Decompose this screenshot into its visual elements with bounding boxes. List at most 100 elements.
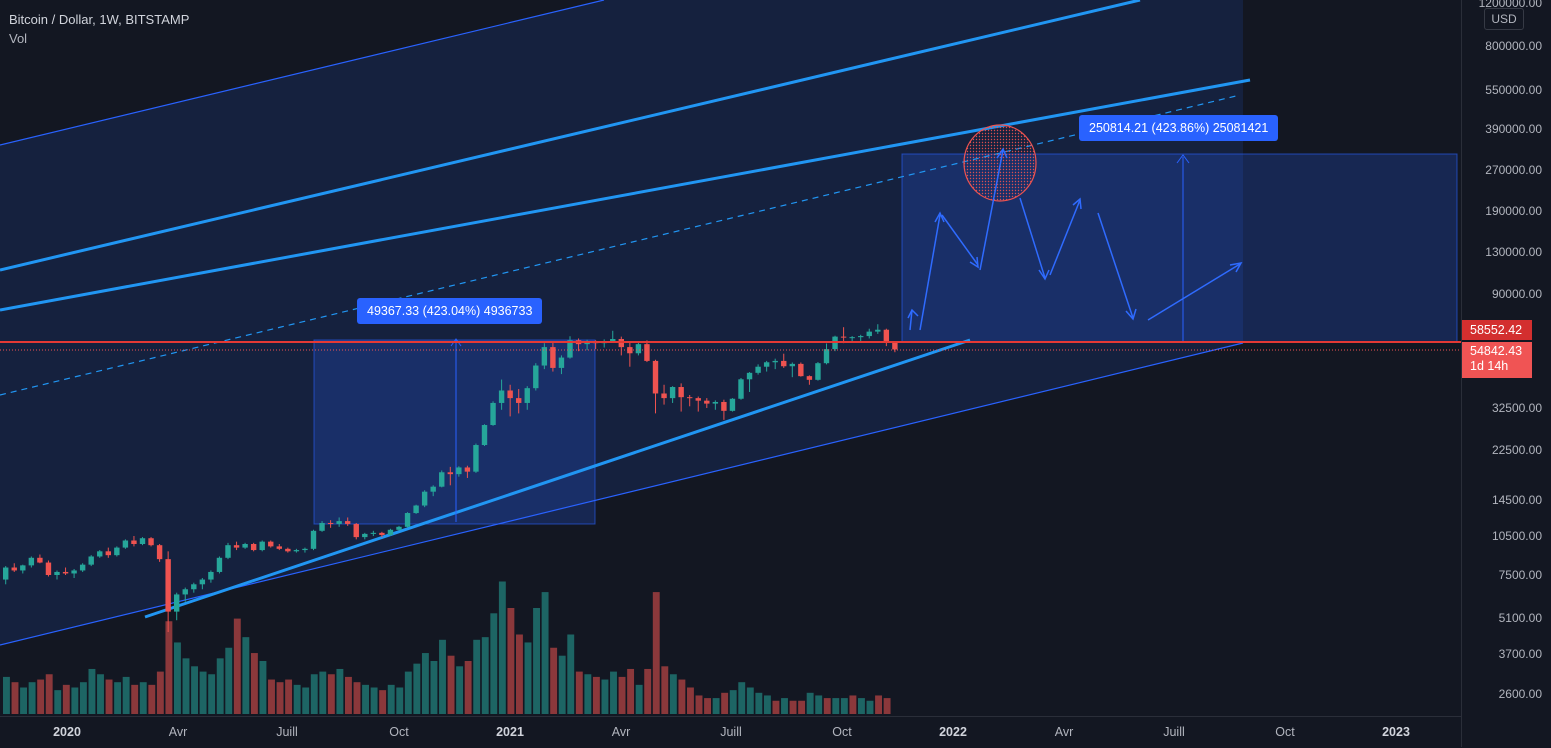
candle-body	[319, 522, 325, 531]
volume-bar	[216, 658, 224, 714]
volume-bar	[174, 642, 181, 714]
first-move-arrowhead	[450, 338, 462, 347]
candle-body	[233, 545, 240, 548]
candle-body	[379, 532, 385, 535]
chart-area[interactable]: Bitcoin / Dollar, 1W, BITSTAMP Vol 49367…	[0, 0, 1461, 716]
price-tick-label: 22500.00	[1491, 443, 1542, 457]
candle-body	[678, 387, 684, 398]
candle-body	[191, 584, 197, 590]
candle-body	[413, 505, 419, 514]
volume-bar	[746, 687, 754, 714]
candle-body	[345, 521, 351, 524]
candle-body	[533, 365, 539, 389]
candle-body	[635, 344, 642, 354]
candle-body	[652, 360, 659, 394]
candle-body	[550, 347, 556, 368]
volume-bar	[610, 671, 617, 714]
volume-bar	[772, 700, 780, 714]
candle-body	[610, 339, 616, 342]
candle-body	[131, 540, 137, 544]
volume-bar	[541, 592, 549, 714]
time-tick-label: Oct	[832, 725, 852, 739]
candle-body	[567, 340, 573, 358]
candle-body	[704, 400, 710, 404]
volume-bar	[721, 692, 729, 714]
volume-bar	[293, 684, 301, 714]
candle-body	[421, 491, 428, 506]
candle-body	[242, 543, 248, 548]
volume-bar	[866, 700, 874, 714]
time-tick-label: Juill	[720, 725, 742, 739]
projected-path	[907, 147, 1243, 331]
last-price-value: 54842.43	[1470, 344, 1523, 358]
candle-body	[789, 363, 795, 367]
volume-indicator-label[interactable]: Vol	[9, 31, 28, 46]
currency-button[interactable]: USD	[1484, 8, 1524, 30]
candle-body	[781, 360, 787, 367]
volume-bar	[362, 684, 369, 714]
volume-bar	[652, 592, 660, 714]
candle-body	[456, 467, 462, 475]
volume-bar	[319, 671, 327, 714]
first-move-box	[314, 340, 595, 524]
volume-bar	[464, 661, 472, 714]
candle-body	[62, 571, 69, 574]
candle-body	[806, 376, 813, 380]
candle-body	[302, 548, 308, 551]
volume-bar	[618, 676, 626, 714]
candle-body	[447, 472, 453, 475]
volume-bar	[225, 647, 233, 714]
price-tick-label: 190000.00	[1485, 204, 1542, 218]
candle-body	[276, 546, 282, 549]
candle-body	[524, 388, 530, 403]
volume-bar	[37, 679, 45, 714]
candle-body	[396, 526, 402, 530]
time-tick-label: Juill	[276, 725, 298, 739]
candle-body	[627, 347, 633, 354]
volume-bar	[421, 653, 429, 714]
price-tick-label: 90000.00	[1491, 287, 1542, 301]
volume-bar	[242, 637, 250, 714]
volume-bar	[738, 682, 746, 714]
volume-bar	[88, 668, 96, 714]
candle-body	[541, 347, 548, 366]
symbol-title[interactable]: Bitcoin / Dollar, 1W, BITSTAMP	[9, 12, 190, 27]
candle-body	[892, 342, 898, 350]
time-tick-label: Avr	[168, 725, 188, 739]
candle-body	[883, 329, 890, 343]
volume-bar	[79, 682, 87, 714]
candle-body	[763, 362, 770, 367]
volume-bar	[763, 695, 771, 714]
candle-body	[849, 337, 855, 339]
volume-bar	[302, 687, 310, 714]
price-chart[interactable]	[0, 0, 1461, 716]
volume-bar	[635, 684, 643, 714]
volume-bar	[550, 647, 558, 714]
candle-body	[122, 540, 129, 548]
time-axis[interactable]: 2020 Avr Juill Oct 2021 Avr Juill Oct 2022 Avr Jui…	[0, 716, 1461, 748]
volume-bar	[601, 679, 609, 714]
volume-bar	[259, 661, 267, 714]
candle-body	[199, 579, 206, 585]
volume-bar	[704, 698, 711, 714]
volume-bar	[62, 684, 70, 714]
volume-bar	[439, 639, 446, 714]
first-move-box-outline	[313, 339, 596, 525]
time-tick-label: 2023	[1382, 725, 1410, 739]
volume-bar	[755, 692, 763, 714]
volume-bar	[139, 682, 147, 714]
support-trend-line	[144, 338, 971, 619]
volume-bar	[114, 682, 122, 714]
time-tick-label: 2021	[496, 725, 524, 739]
outer-channel-top	[0, 0, 605, 146]
volume-bar	[729, 690, 737, 714]
candle-body	[738, 379, 744, 399]
candle-body	[772, 360, 778, 363]
candle-body	[439, 472, 445, 487]
volume-bar	[28, 682, 36, 714]
projected-move-callout: 250814.21 (423.86%) 25081421	[1079, 115, 1279, 141]
volume-bar	[54, 690, 62, 714]
candle-body	[370, 532, 377, 534]
volume-bar	[413, 663, 421, 714]
volume-bars	[3, 581, 891, 714]
